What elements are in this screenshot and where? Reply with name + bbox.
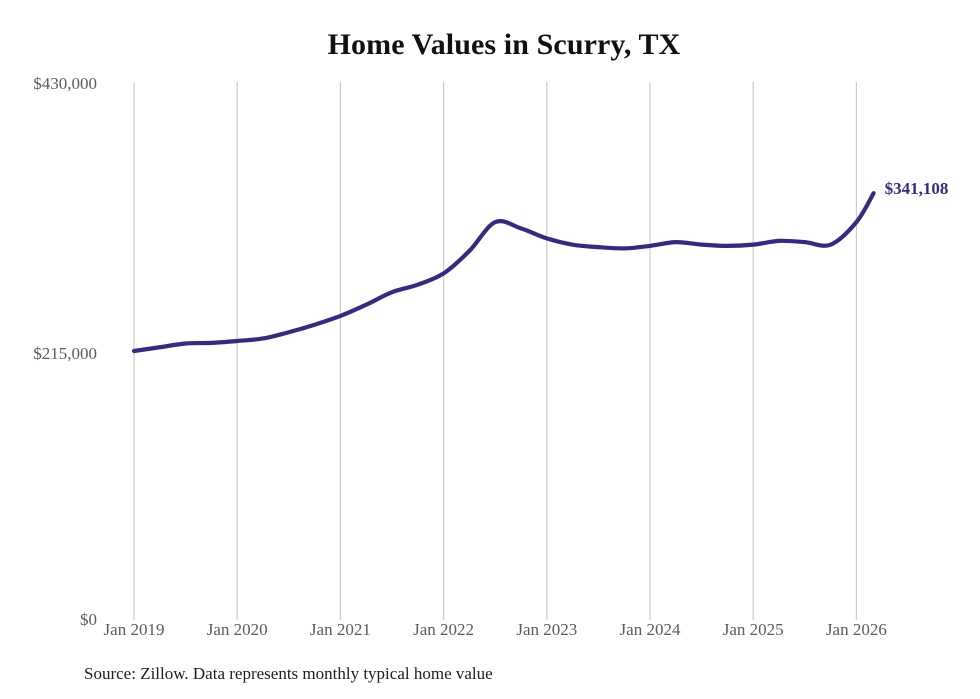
x-axis-tick-label: Jan 2021 [309, 620, 371, 639]
x-axis-tick-label: Jan 2019 [103, 620, 165, 639]
page-title: Home Values in Scurry, TX [327, 28, 681, 61]
x-axis-tick-label: Jan 2022 [413, 620, 475, 639]
x-axis-tick-label: Jan 2026 [825, 620, 887, 639]
y-axis-tick-label-bottom: $0 [80, 610, 97, 629]
x-axis-tick-label: Jan 2025 [722, 620, 784, 639]
y-axis-tick-label-top: $430,000 [33, 74, 97, 93]
x-axis-tick-label: Jan 2024 [619, 620, 681, 639]
end-value-data-label: $341,108 [884, 179, 949, 199]
x-axis-tick-label: Jan 2023 [516, 620, 578, 639]
x-axis-tick-label: Jan 2020 [206, 620, 268, 639]
source-note: Source: Zillow. Data represents monthly … [84, 664, 493, 683]
chart-gridlines [133, 82, 858, 620]
home-value-line-series [131, 191, 876, 354]
y-axis-tick-label-mid: $215,000 [33, 344, 97, 363]
